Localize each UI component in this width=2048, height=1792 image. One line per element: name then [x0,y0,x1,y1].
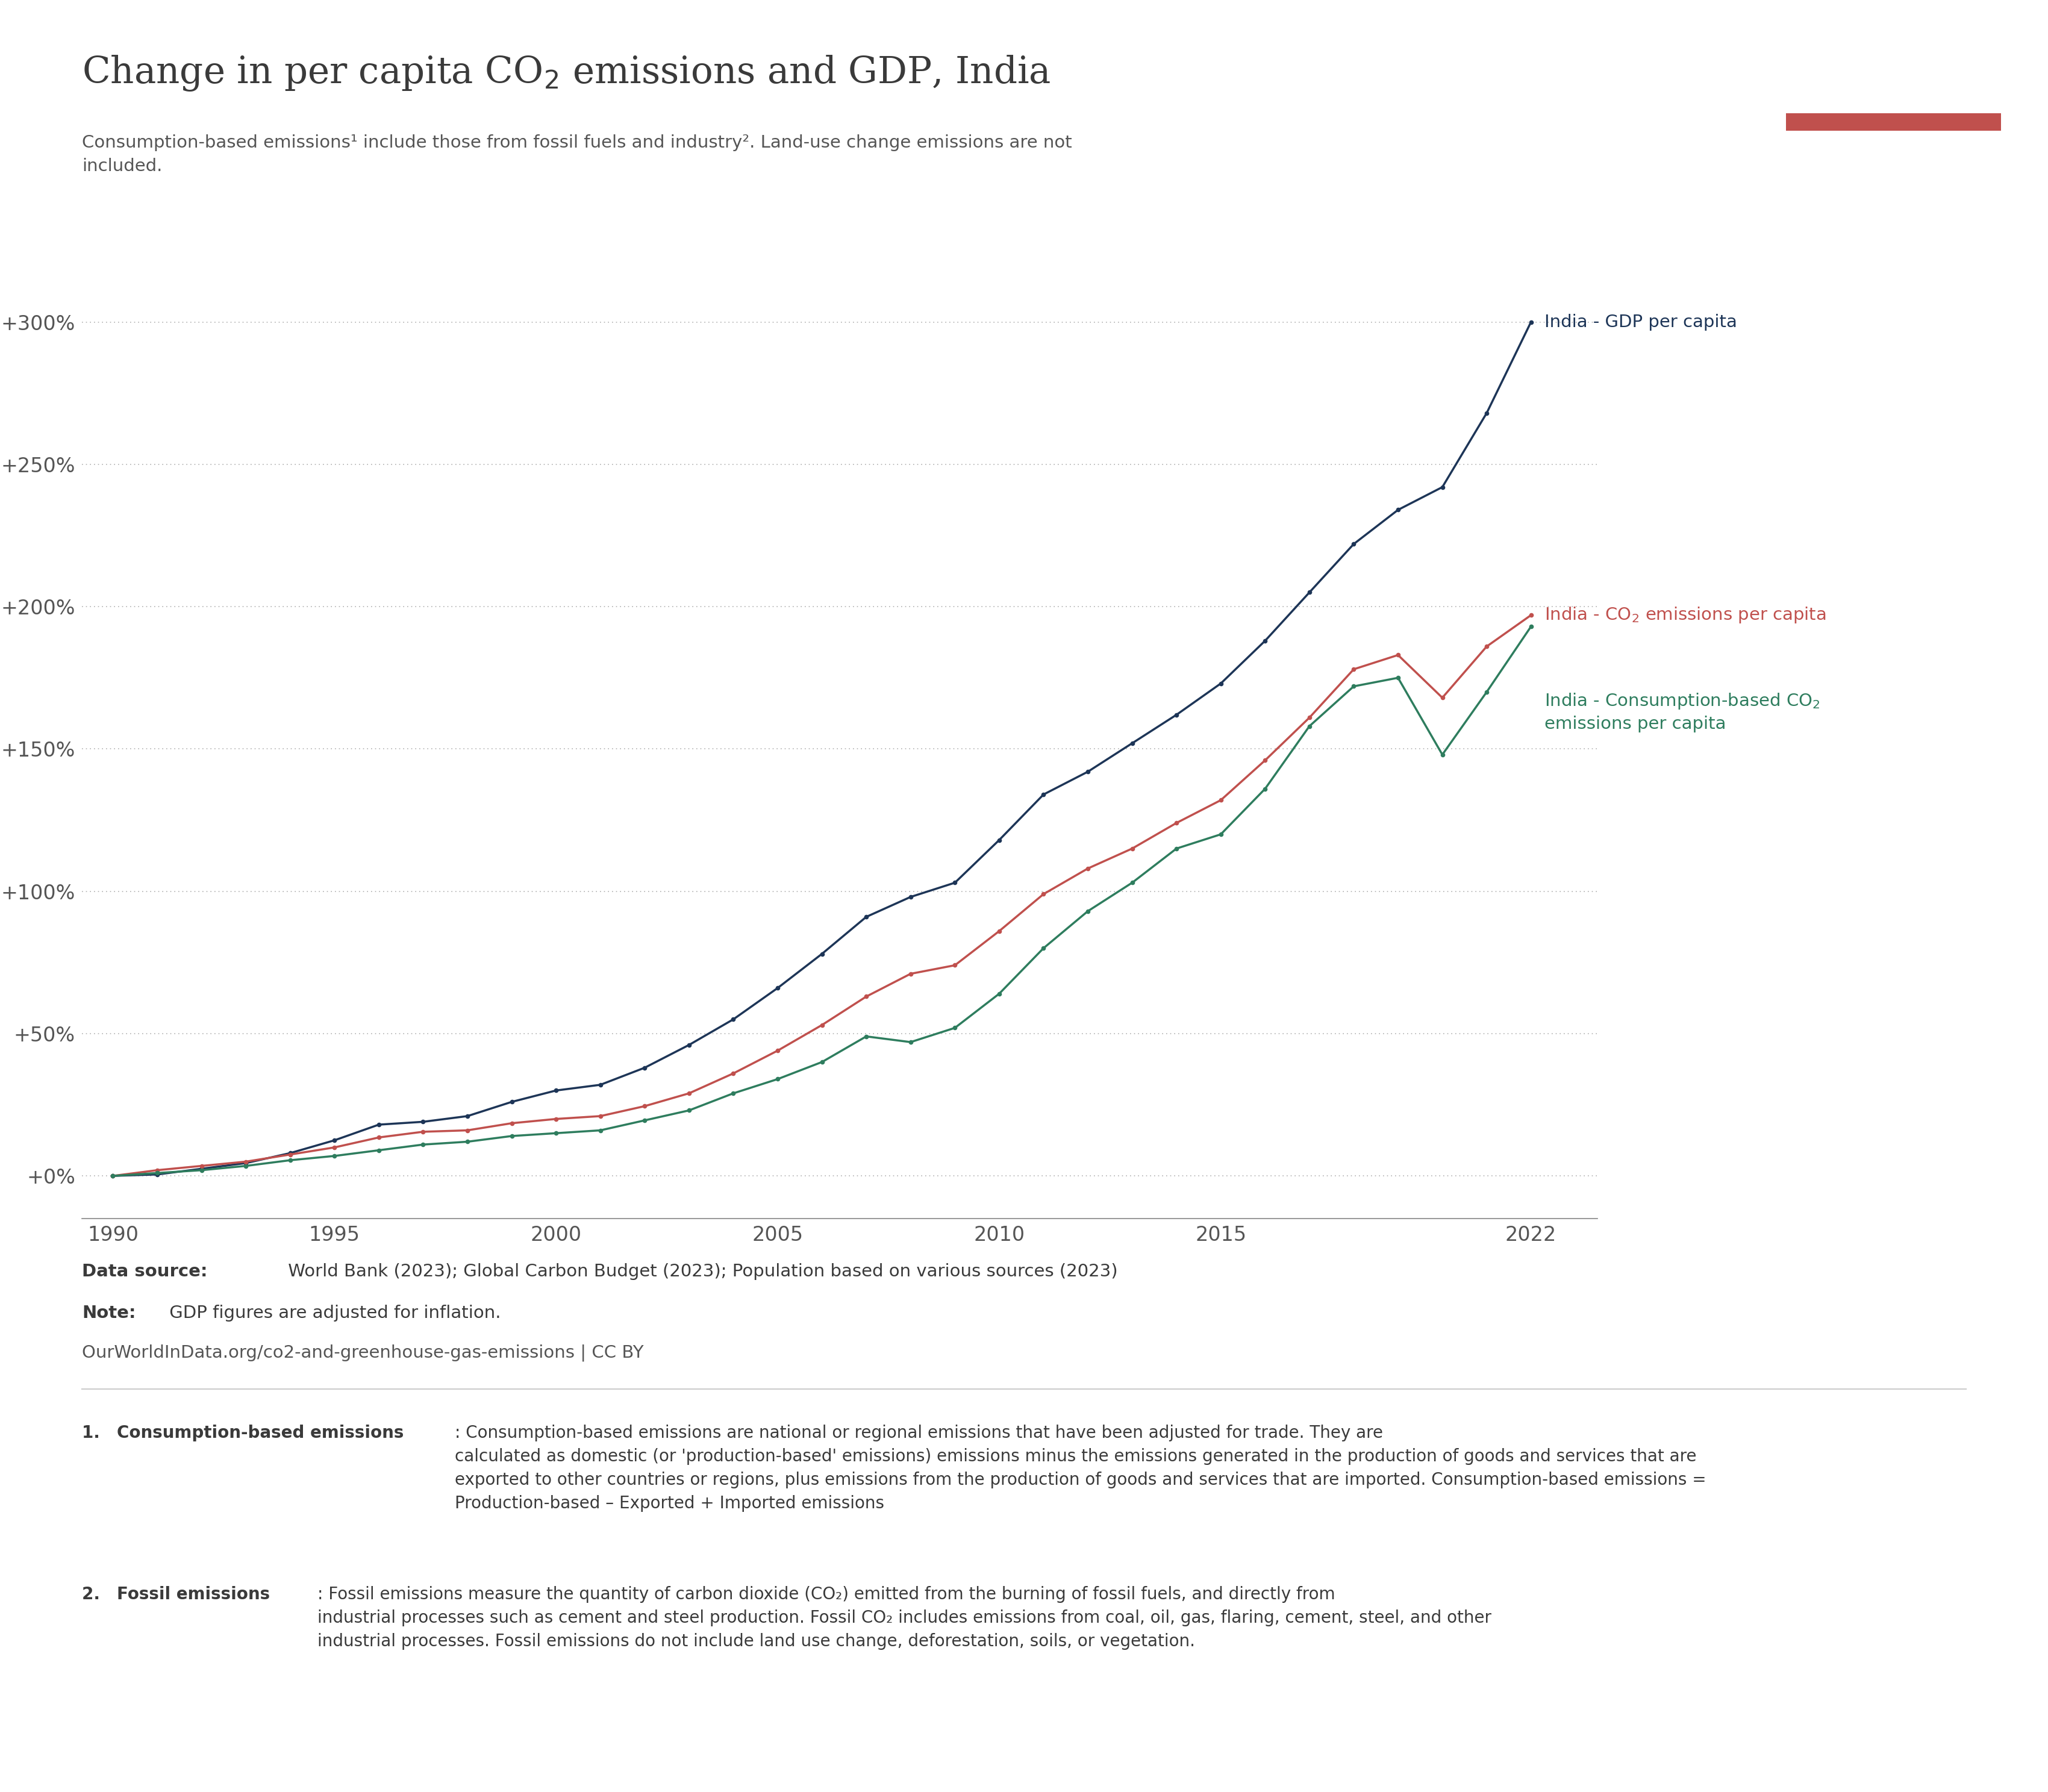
Text: World Bank (2023); Global Carbon Budget (2023); Population based on various sour: World Bank (2023); Global Carbon Budget … [283,1263,1118,1279]
Text: Our World: Our World [1845,36,1942,52]
Text: Note:: Note: [82,1305,135,1321]
Text: 1.: 1. [82,1425,106,1441]
Bar [1786,113,2001,131]
Text: India - CO$_2$ emissions per capita: India - CO$_2$ emissions per capita [1544,606,1825,625]
Text: India - Consumption-based CO$_2$
emissions per capita: India - Consumption-based CO$_2$ emissio… [1544,692,1821,733]
Text: : Consumption-based emissions are national or regional emissions that have been : : Consumption-based emissions are nation… [455,1425,1706,1512]
Text: Data source:: Data source: [82,1263,207,1279]
Text: 2.: 2. [82,1586,106,1602]
Text: Consumption-based emissions: Consumption-based emissions [117,1425,403,1441]
Text: OurWorldInData.org/co2-and-greenhouse-gas-emissions | CC BY: OurWorldInData.org/co2-and-greenhouse-ga… [82,1344,643,1362]
Text: in Data: in Data [1860,70,1927,86]
Text: : Fossil emissions measure the quantity of carbon dioxide (CO₂) emitted from the: : Fossil emissions measure the quantity … [317,1586,1491,1650]
Text: GDP figures are adjusted for inflation.: GDP figures are adjusted for inflation. [164,1305,502,1321]
Text: Change in per capita CO$_2$ emissions and GDP, India: Change in per capita CO$_2$ emissions an… [82,54,1051,93]
Text: Fossil emissions: Fossil emissions [117,1586,270,1602]
Text: Consumption-based emissions¹ include those from fossil fuels and industry². Land: Consumption-based emissions¹ include tho… [82,134,1071,176]
Text: India - GDP per capita: India - GDP per capita [1544,314,1737,330]
